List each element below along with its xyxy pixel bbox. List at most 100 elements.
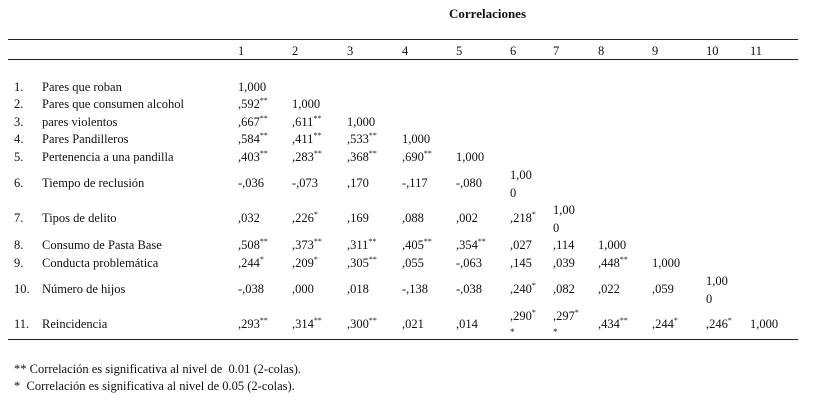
row-label: Pares Pandilleros: [42, 132, 129, 146]
column-header-6: 6: [510, 44, 517, 58]
correlation-cell: ,059: [652, 282, 674, 296]
correlation-cell: ,226*: [292, 210, 318, 226]
correlation-cell: ,002: [456, 211, 478, 225]
column-header-7: 7: [553, 44, 560, 58]
correlation-cell: -,063: [456, 256, 483, 270]
correlation-cell: ,021: [402, 317, 424, 331]
correlation-cell: -,038: [456, 282, 483, 296]
correlation-cell: ,611**: [292, 114, 322, 130]
column-header-11: 11: [750, 44, 763, 58]
correlation-cell: 1,000: [456, 150, 485, 164]
correlation-cell: -,080: [456, 176, 483, 190]
correlation-cell: ,592**: [238, 96, 268, 112]
correlation-cell: ,244*: [652, 316, 678, 332]
row-label: Pares que consumen alcohol: [42, 97, 184, 111]
header-top-rule: [8, 39, 798, 40]
correlation-cell: ,246*: [706, 316, 732, 332]
correlation-cell: ,403**: [238, 149, 268, 165]
correlation-cell: ,690**: [402, 149, 432, 165]
column-header-9: 9: [652, 44, 659, 58]
row-label: Pertenencia a una pandilla: [42, 150, 174, 164]
correlation-cell: 1,000: [652, 256, 681, 270]
correlation-cell: ,584**: [238, 131, 268, 147]
correlation-cell: ,411**: [292, 131, 322, 147]
footnote-005: * Correlación es significativa al nivel …: [14, 379, 295, 393]
correlation-cell: ,027: [510, 238, 532, 252]
row-label: Tipos de delito: [42, 211, 117, 225]
correlation-cell: ,114: [553, 238, 575, 252]
row-number: 2.: [14, 97, 24, 111]
correlation-cell: ,297* *: [553, 308, 579, 338]
correlation-cell: 1,000: [238, 80, 267, 94]
correlation-cell: ,300**: [347, 316, 377, 332]
correlation-cell: ,039: [553, 256, 575, 270]
correlation-cell: ,533**: [347, 131, 377, 147]
row-label: Número de hijos: [42, 282, 126, 296]
correlation-cell: ,000: [292, 282, 314, 296]
row-number: 8.: [14, 238, 24, 252]
row-number: 6.: [14, 176, 24, 190]
correlation-cell: ,305**: [347, 255, 377, 271]
row-label: pares violentos: [42, 115, 118, 129]
row-label: Tiempo de reclusión: [42, 176, 145, 190]
correlation-cell: ,405**: [402, 237, 432, 253]
row-number: 4.: [14, 132, 24, 146]
correlation-cell: -,073: [292, 176, 319, 190]
correlation-cell: ,293**: [238, 316, 268, 332]
row-label: Consumo de Pasta Base: [42, 238, 162, 252]
correlation-cell: ,022: [598, 282, 620, 296]
correlation-cell: ,283**: [292, 149, 322, 165]
row-label: Conducta problemática: [42, 256, 159, 270]
correlation-cell: ,018: [347, 282, 369, 296]
correlation-cell: ,088: [402, 211, 424, 225]
correlation-cell: 1,000: [750, 317, 779, 331]
correlation-cell: ,373**: [292, 237, 322, 253]
correlation-cell: ,314**: [292, 316, 322, 332]
correlation-cell: ,311**: [347, 237, 377, 253]
row-label: Pares que roban: [42, 80, 122, 94]
correlation-cell: ,145: [510, 256, 532, 270]
column-header-4: 4: [402, 44, 409, 58]
footnote-001: ** Correlación es significativa al nivel…: [14, 362, 302, 376]
table-bottom-rule: [8, 339, 798, 340]
correlation-cell: 1,000: [598, 238, 627, 252]
correlation-cell: ,169: [347, 211, 369, 225]
column-header-3: 3: [347, 44, 354, 58]
correlation-cell: 1,000: [292, 97, 321, 111]
correlation-cell: ,508**: [238, 237, 268, 253]
column-header-8: 8: [598, 44, 605, 58]
correlation-cell: ,434**: [598, 316, 628, 332]
row-number: 10.: [14, 282, 30, 296]
correlation-cell: ,170: [347, 176, 369, 190]
table-title: Correlaciones: [449, 6, 527, 21]
row-number: 1.: [14, 80, 24, 94]
correlation-cell: ,448**: [598, 255, 628, 271]
row-number: 3.: [14, 115, 24, 129]
correlation-cell: ,290* *: [510, 308, 536, 338]
correlation-cell: 1,000: [402, 132, 431, 146]
column-header-10: 10: [706, 44, 719, 58]
row-number: 7.: [14, 211, 24, 225]
correlation-cell: ,244*: [238, 255, 264, 271]
correlation-cell: -,036: [238, 176, 265, 190]
row-number: 11.: [14, 317, 30, 331]
row-number: 9.: [14, 256, 24, 270]
correlation-cell: -,038: [238, 282, 265, 296]
correlation-cell: -,138: [402, 282, 429, 296]
correlation-cell: ,218*: [510, 210, 536, 226]
column-header-5: 5: [456, 44, 463, 58]
correlation-cell: ,354**: [456, 237, 486, 253]
correlation-cell: -,117: [402, 176, 428, 190]
row-label: Reincidencia: [42, 317, 108, 331]
correlation-cell: ,368**: [347, 149, 377, 165]
correlation-cell: ,032: [238, 211, 260, 225]
correlation-cell: ,014: [456, 317, 478, 331]
column-header-2: 2: [292, 44, 299, 58]
correlation-cell: ,209*: [292, 255, 318, 271]
correlation-cell: ,082: [553, 282, 575, 296]
correlation-cell: ,055: [402, 256, 424, 270]
correlation-cell: ,667**: [238, 114, 268, 130]
